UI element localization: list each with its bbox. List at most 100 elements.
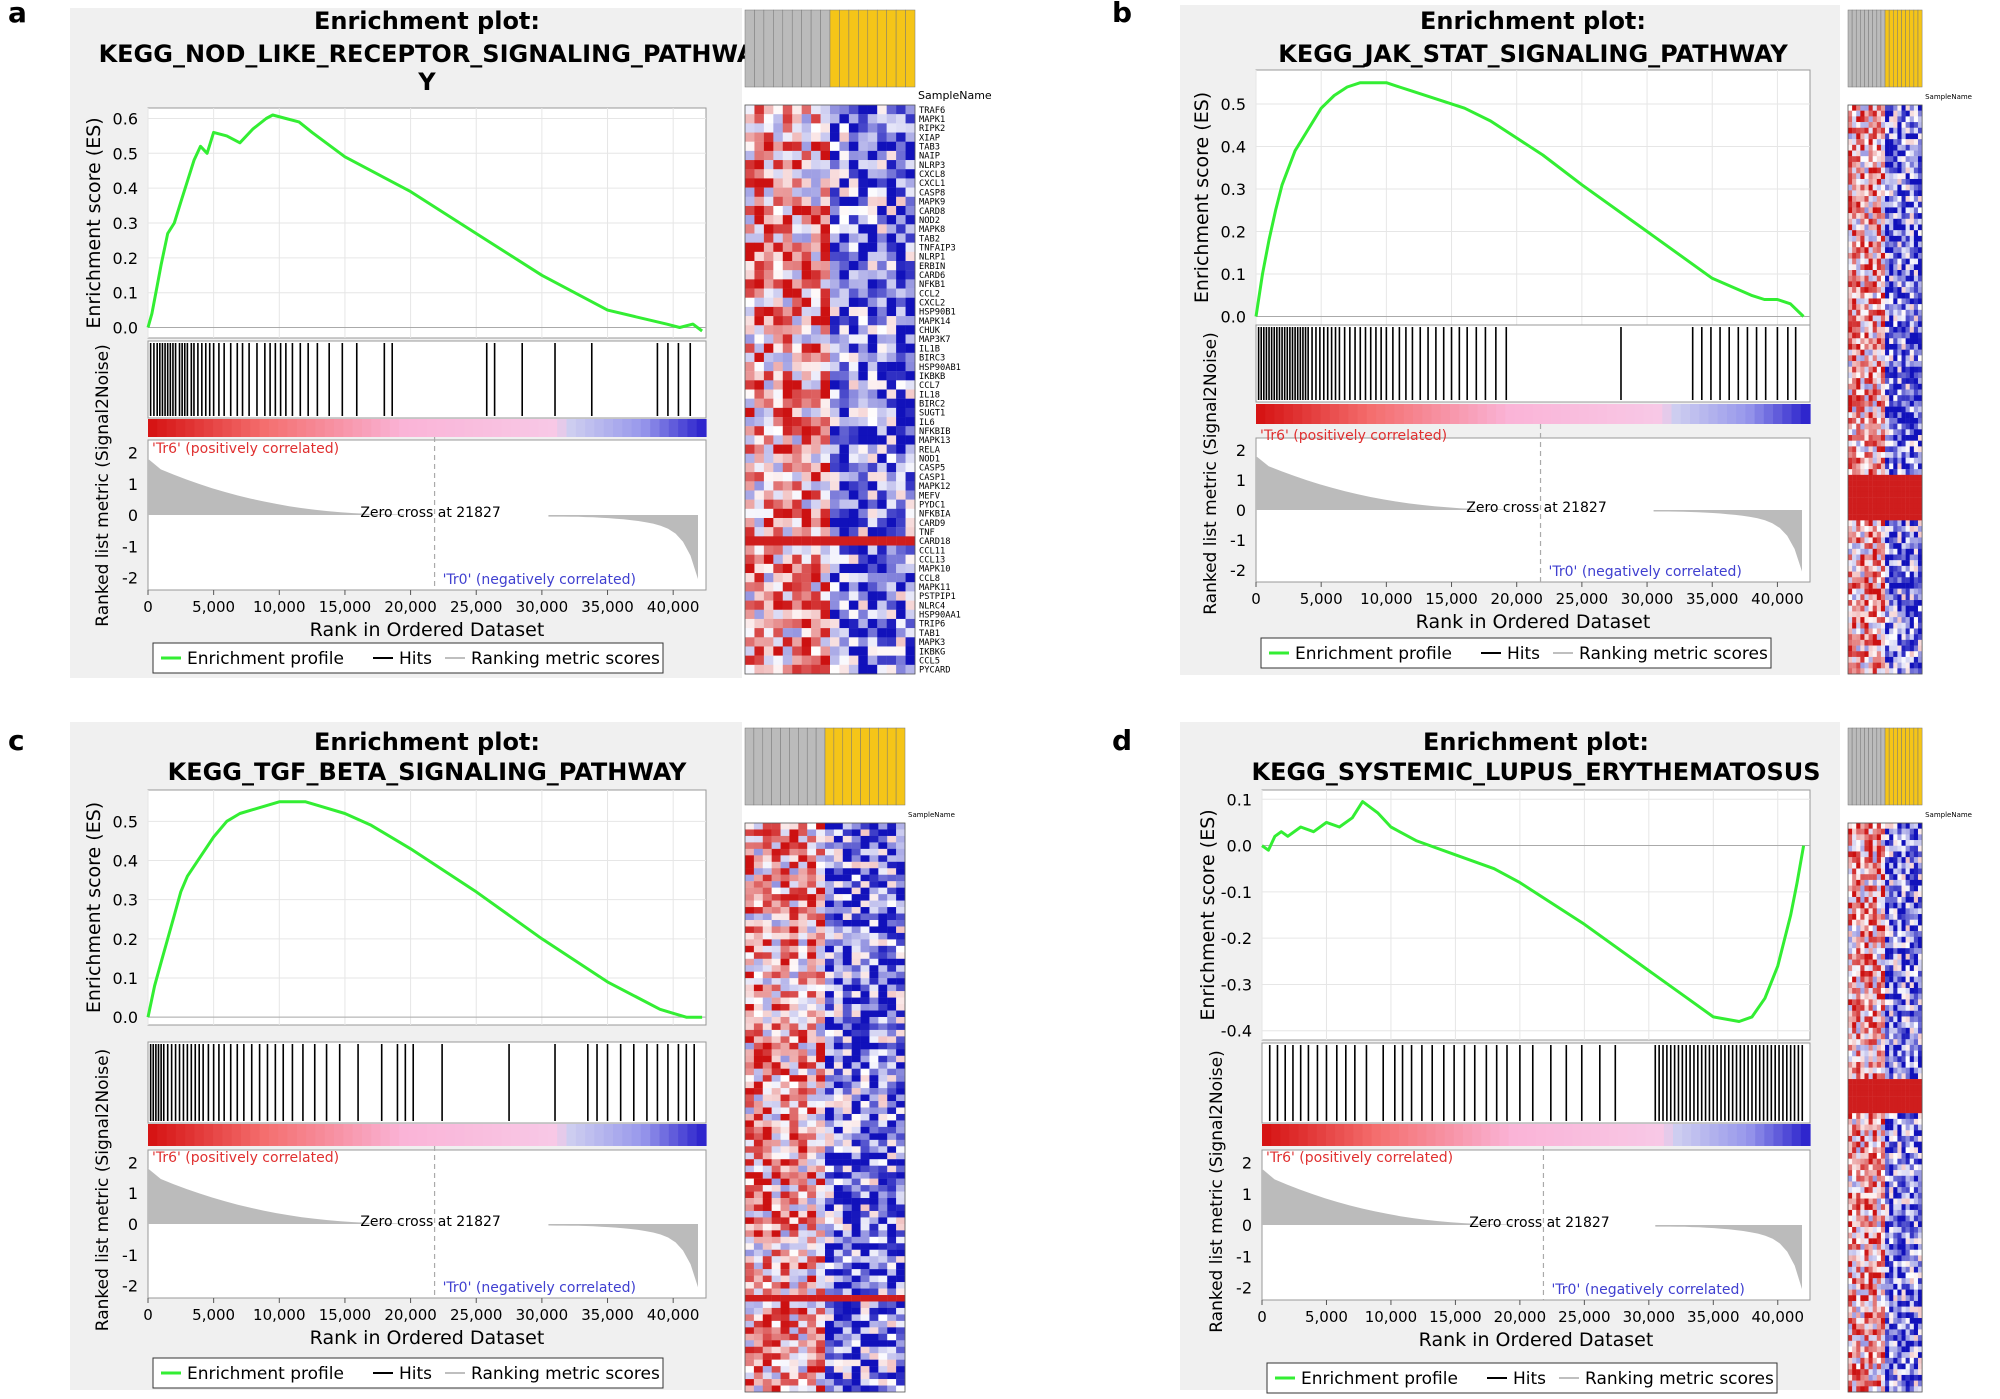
heatmap-cell	[753, 1113, 763, 1121]
heatmap-cell	[1860, 173, 1865, 180]
heatmap-cell	[887, 1198, 897, 1205]
heatmap-cell	[1889, 571, 1894, 578]
heatmap-cell	[1852, 508, 1857, 515]
heatmap-cell	[1872, 281, 1878, 288]
heatmap-cell	[807, 1262, 817, 1270]
heatmap-cell	[1868, 406, 1873, 413]
heatmap-cell	[878, 887, 888, 895]
heatmap-sample-header	[806, 727, 817, 806]
heatmap-cell	[830, 600, 840, 610]
heatmap-cell	[798, 887, 808, 895]
heatmap-cell	[782, 527, 793, 537]
heatmap-cell	[848, 573, 859, 583]
heatmap-cell	[860, 1139, 870, 1147]
heatmap-cell	[798, 1178, 808, 1186]
heatmap-cell	[798, 997, 808, 1005]
heatmap-cell	[763, 435, 774, 445]
heatmap-cell	[1856, 520, 1861, 527]
heatmap-cell	[1868, 634, 1873, 641]
heatmap-cell	[771, 887, 781, 895]
heatmap-cell	[887, 1010, 897, 1018]
heatmap-cell	[789, 1204, 799, 1212]
heatmap-cell	[807, 1081, 817, 1089]
heatmap-cell	[1909, 600, 1915, 606]
heatmap-cell	[1909, 326, 1915, 333]
heatmap-cell	[896, 1094, 906, 1102]
heatmap-cell	[1876, 577, 1882, 584]
heatmap-cell	[820, 563, 831, 574]
heatmap-cell	[886, 123, 897, 133]
heatmap-cell	[745, 842, 755, 850]
rank-bar-segment	[603, 419, 614, 437]
heatmap-cell	[789, 868, 799, 875]
heatmap-cell	[1889, 247, 1894, 254]
heatmap-cell	[1860, 417, 1865, 424]
heatmap-cell	[745, 407, 755, 418]
heatmap-cell	[905, 178, 916, 188]
heatmap-cell	[833, 1320, 843, 1328]
heatmap-cell	[773, 150, 783, 161]
heatmap-cell	[1868, 622, 1873, 629]
heatmap-cell	[848, 453, 859, 464]
heatmap-cell	[830, 481, 840, 491]
heatmap-cell	[762, 842, 772, 850]
heatmap-cell	[753, 907, 763, 914]
heatmap-cell	[842, 1023, 852, 1031]
heatmap-cell	[1856, 588, 1861, 595]
heatmap-cell	[860, 1282, 870, 1289]
heatmap-cell	[1913, 361, 1919, 367]
heatmap-cell	[1860, 526, 1865, 532]
heatmap-cell	[1885, 241, 1890, 248]
heatmap-cell	[1885, 258, 1890, 265]
heatmap-cell	[833, 1191, 843, 1199]
heatmap-cell	[886, 389, 897, 399]
heatmap-cell	[816, 1068, 826, 1076]
heatmap-cell	[1909, 565, 1915, 572]
heatmap-cell	[1889, 309, 1894, 316]
heatmap-header-label: SampleName	[908, 811, 955, 819]
heatmap-cell	[1848, 389, 1853, 396]
rank-bar-segment	[668, 1124, 679, 1146]
heatmap-cell	[1872, 656, 1878, 663]
heatmap-cell	[771, 881, 781, 888]
heatmap-cell	[745, 1210, 755, 1218]
heatmap-cell	[773, 380, 783, 390]
heatmap-cell	[1893, 656, 1898, 663]
heatmap-cell	[905, 444, 916, 454]
heatmap-cell	[1856, 241, 1861, 248]
heatmap-cell	[896, 1223, 906, 1231]
heatmap-cell	[1868, 383, 1873, 390]
heatmap-cell	[1913, 161, 1919, 168]
heatmap-cell	[886, 150, 897, 161]
heatmap-cell	[848, 196, 859, 207]
heatmap-cell	[811, 591, 821, 601]
rank-bar-segment	[1569, 404, 1580, 424]
heatmap-cell	[1893, 645, 1898, 652]
heatmap-cell	[820, 352, 831, 363]
heatmap-cell	[839, 618, 850, 629]
heatmap-cell	[745, 1016, 755, 1024]
heatmap-cell	[867, 664, 878, 675]
heatmap-cell	[1909, 361, 1915, 367]
heatmap-cell	[878, 1055, 888, 1063]
heatmap-cell	[762, 1243, 772, 1250]
heatmap-cell	[773, 490, 783, 500]
heatmap-cell	[1860, 395, 1865, 402]
heatmap-cell	[1880, 161, 1886, 168]
heatmap-cell	[886, 591, 897, 601]
heatmap-cell	[798, 1023, 808, 1031]
heatmap-cell	[905, 527, 916, 537]
heatmap-cell	[1885, 452, 1890, 458]
heatmap-cell	[1893, 150, 1898, 157]
heatmap-cell	[1872, 343, 1878, 350]
heatmap-cell	[820, 270, 831, 280]
heatmap-cell	[820, 178, 831, 188]
heatmap-cell	[1885, 668, 1890, 675]
heatmap-cell	[896, 1249, 906, 1257]
heatmap-cell	[1860, 133, 1865, 140]
heatmap-cell	[878, 1236, 888, 1244]
heatmap-cell	[1885, 292, 1890, 299]
heatmap-cell	[780, 1249, 790, 1257]
heatmap-cell	[842, 1029, 852, 1037]
heatmap-cell	[1913, 446, 1919, 453]
